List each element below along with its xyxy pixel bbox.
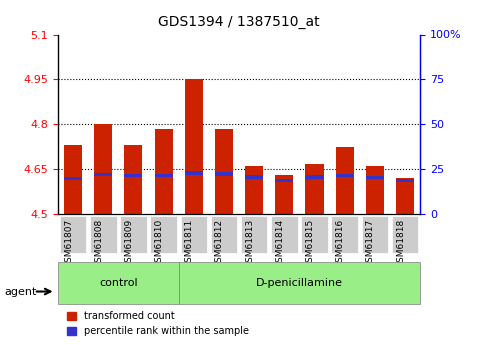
Title: GDS1394 / 1387510_at: GDS1394 / 1387510_at bbox=[158, 15, 320, 29]
FancyBboxPatch shape bbox=[392, 216, 418, 253]
Text: GSM61813: GSM61813 bbox=[245, 219, 254, 268]
Text: GSM61809: GSM61809 bbox=[125, 219, 133, 268]
Bar bbox=[125, 145, 142, 214]
Text: GSM61817: GSM61817 bbox=[366, 219, 375, 268]
Bar bbox=[366, 176, 384, 179]
FancyBboxPatch shape bbox=[150, 216, 177, 253]
FancyBboxPatch shape bbox=[181, 216, 207, 253]
FancyBboxPatch shape bbox=[60, 216, 86, 253]
Bar bbox=[125, 174, 142, 177]
Bar bbox=[275, 175, 294, 214]
Bar bbox=[306, 164, 324, 214]
FancyBboxPatch shape bbox=[211, 216, 237, 253]
Text: D-penicillamine: D-penicillamine bbox=[256, 278, 343, 288]
FancyBboxPatch shape bbox=[58, 262, 179, 304]
Text: GSM61808: GSM61808 bbox=[94, 219, 103, 268]
Bar bbox=[245, 166, 263, 214]
Text: GSM61815: GSM61815 bbox=[306, 219, 314, 268]
Bar bbox=[396, 179, 414, 182]
Text: GSM61807: GSM61807 bbox=[64, 219, 73, 268]
Bar bbox=[64, 177, 82, 180]
Bar bbox=[336, 147, 354, 214]
Text: GSM61818: GSM61818 bbox=[396, 219, 405, 268]
Text: GSM61810: GSM61810 bbox=[155, 219, 164, 268]
FancyBboxPatch shape bbox=[271, 216, 298, 253]
Text: GSM61816: GSM61816 bbox=[336, 219, 345, 268]
Text: GSM61814: GSM61814 bbox=[275, 219, 284, 268]
Bar bbox=[275, 179, 294, 182]
Text: GSM61812: GSM61812 bbox=[215, 219, 224, 268]
Bar bbox=[215, 172, 233, 176]
Bar bbox=[366, 166, 384, 214]
Text: agent: agent bbox=[5, 287, 37, 296]
FancyBboxPatch shape bbox=[301, 216, 328, 253]
Bar bbox=[185, 171, 203, 175]
Bar bbox=[396, 178, 414, 214]
FancyBboxPatch shape bbox=[120, 216, 147, 253]
Bar bbox=[94, 124, 113, 214]
Bar bbox=[64, 145, 82, 214]
Bar bbox=[185, 79, 203, 214]
Bar bbox=[245, 175, 263, 179]
Bar bbox=[94, 172, 113, 176]
Text: GSM61811: GSM61811 bbox=[185, 219, 194, 268]
FancyBboxPatch shape bbox=[331, 216, 358, 253]
Bar bbox=[306, 175, 324, 179]
FancyBboxPatch shape bbox=[241, 216, 268, 253]
FancyBboxPatch shape bbox=[362, 216, 388, 253]
Bar bbox=[155, 174, 173, 177]
Text: control: control bbox=[99, 278, 138, 288]
FancyBboxPatch shape bbox=[90, 216, 116, 253]
FancyBboxPatch shape bbox=[179, 262, 420, 304]
Bar bbox=[155, 129, 173, 214]
Bar bbox=[336, 174, 354, 177]
Bar bbox=[215, 129, 233, 214]
Legend: transformed count, percentile rank within the sample: transformed count, percentile rank withi… bbox=[63, 307, 253, 340]
